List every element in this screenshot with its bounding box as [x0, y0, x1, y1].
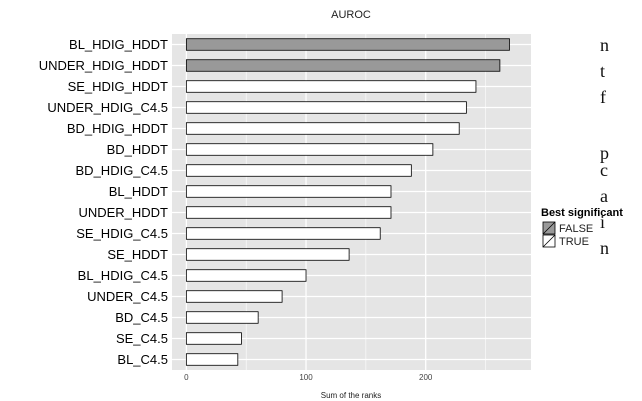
category-label: BD_HDDT — [107, 142, 168, 157]
side-text-fragment: p — [600, 143, 609, 163]
bar — [185, 332, 242, 345]
bar — [185, 143, 434, 156]
category-label: UNDER_HDIG_HDDT — [39, 58, 168, 73]
chart-title: AUROC — [331, 9, 371, 21]
bar — [185, 248, 350, 261]
legend-label: TRUE — [559, 236, 589, 248]
category-label: UNDER_HDDT — [78, 205, 168, 220]
bar — [185, 101, 467, 114]
side-text-fragment: i — [600, 212, 605, 232]
side-text-fragment: n — [600, 238, 609, 258]
x-tick-labels: 0 100 200 — [184, 373, 433, 382]
bar — [185, 38, 510, 51]
category-label: SE_C4.5 — [116, 331, 168, 346]
side-text-fragment: f — [600, 87, 606, 107]
bar — [185, 353, 239, 366]
bar — [185, 206, 392, 219]
side-text-fragment: c — [600, 160, 608, 180]
category-label: BL_C4.5 — [117, 352, 168, 367]
x-axis-title: Sum of the ranks — [321, 391, 381, 400]
bar — [185, 164, 412, 177]
category-label: BD_HDIG_HDDT — [67, 121, 168, 136]
x-tick-label: 0 — [184, 373, 189, 382]
category-label: SE_HDIG_C4.5 — [76, 226, 168, 241]
x-tick-label: 100 — [299, 373, 313, 382]
side-text-fragment: n — [600, 35, 609, 55]
bar — [185, 59, 501, 72]
legend-title: Best significant — [541, 207, 623, 219]
bar — [185, 290, 283, 303]
category-label: BD_HDIG_C4.5 — [76, 163, 168, 178]
legend-key-slash — [542, 221, 556, 235]
bar — [185, 311, 259, 324]
category-label: BL_HDDT — [109, 184, 168, 199]
bar — [185, 80, 477, 93]
category-labels: BL_HDIG_HDDT UNDER_HDIG_HDDT SE_HDIG_HDDT U… — [39, 37, 168, 367]
category-label: SE_HDDT — [107, 247, 168, 262]
bar — [185, 269, 307, 282]
bars — [185, 38, 510, 366]
side-text-fragment: a — [600, 186, 608, 206]
x-tick-label: 200 — [419, 373, 433, 382]
bar — [185, 185, 392, 198]
bar — [185, 122, 460, 135]
category-label: UNDER_HDIG_C4.5 — [47, 100, 168, 115]
legend-label: FALSE — [559, 223, 593, 235]
category-label: BD_C4.5 — [115, 310, 168, 325]
category-label: BL_HDIG_C4.5 — [78, 268, 168, 283]
category-label: UNDER_C4.5 — [87, 289, 168, 304]
legend-key-slash — [542, 234, 556, 248]
bar — [185, 227, 381, 240]
category-label: BL_HDIG_HDDT — [69, 37, 168, 52]
side-text-fragment: t — [600, 61, 605, 81]
category-label: SE_HDIG_HDDT — [68, 79, 168, 94]
